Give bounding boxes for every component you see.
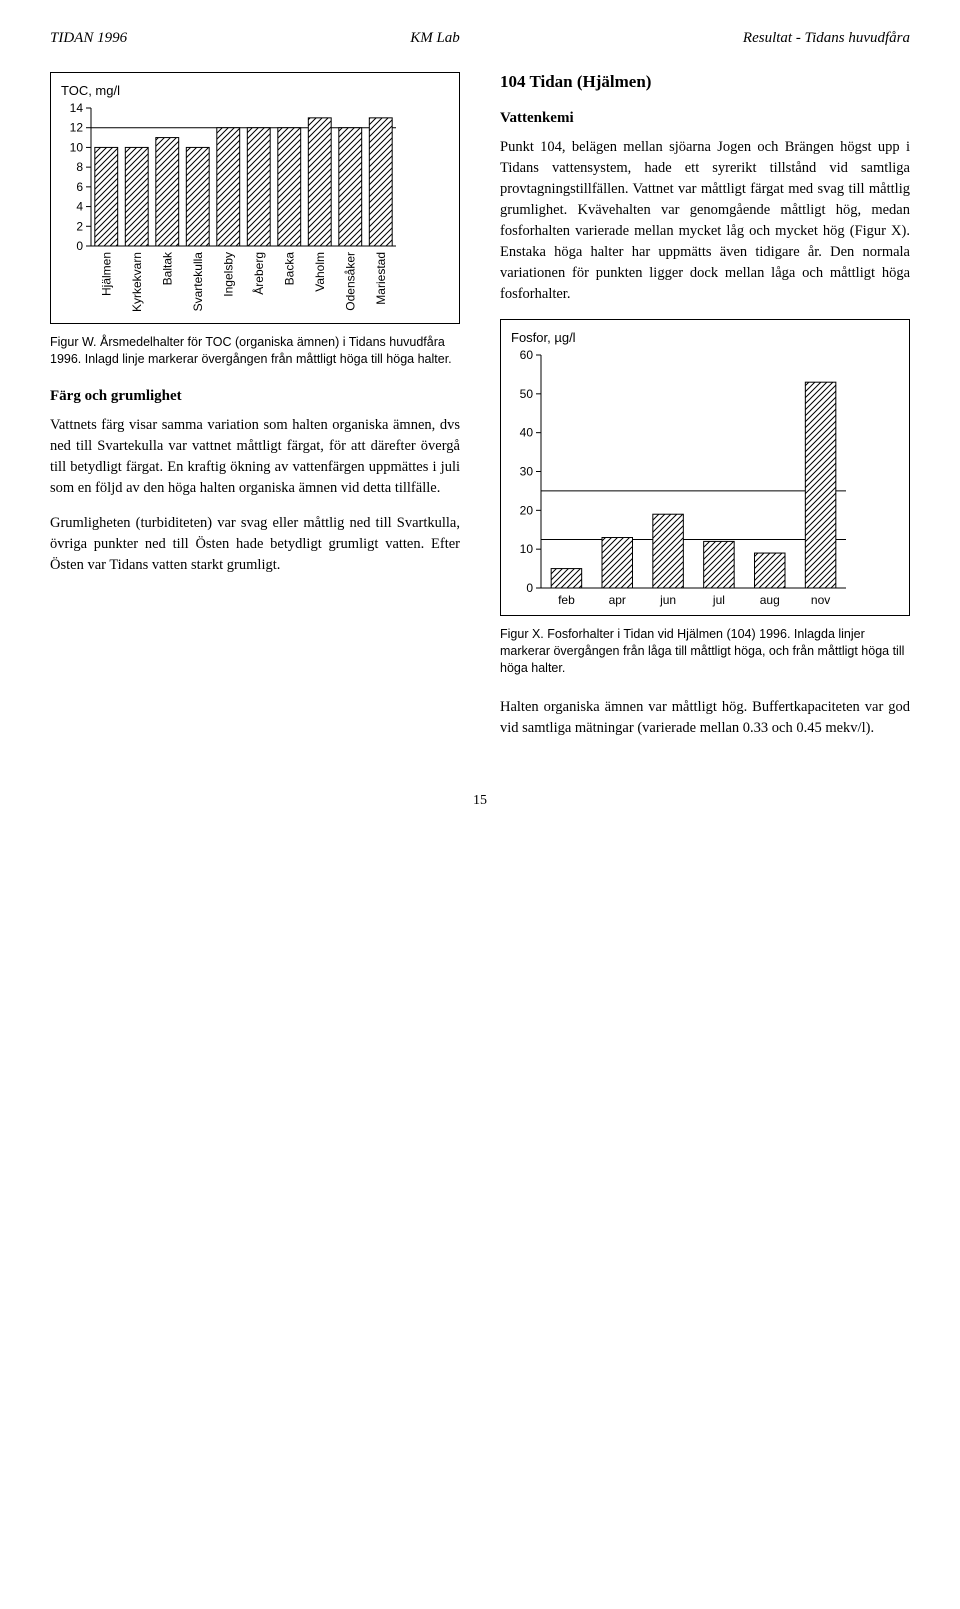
svg-text:12: 12 [70, 121, 84, 135]
svg-text:40: 40 [520, 426, 534, 440]
svg-text:0: 0 [526, 581, 533, 595]
svg-text:nov: nov [811, 593, 830, 607]
svg-text:Svartekulla: Svartekulla [191, 252, 205, 312]
svg-text:4: 4 [76, 200, 83, 214]
page-number: 15 [50, 793, 910, 809]
svg-text:20: 20 [520, 503, 534, 517]
svg-text:Kyrkekvarn: Kyrkekvarn [130, 252, 144, 312]
svg-text:jul: jul [712, 593, 725, 607]
heading-farg: Färg och grumlighet [50, 388, 460, 405]
svg-text:Ingelsby: Ingelsby [221, 252, 235, 297]
svg-text:Mariestad: Mariestad [374, 252, 388, 305]
svg-text:0: 0 [76, 239, 83, 253]
svg-text:feb: feb [558, 593, 575, 607]
svg-text:2: 2 [76, 219, 83, 233]
heading-104-tidan: 104 Tidan (Hjälmen) [500, 72, 910, 92]
chart-fosfor: 0 10 20 30 40 50 60 feb apr jun jul aug nov [511, 350, 851, 610]
svg-text:aug: aug [760, 593, 780, 607]
svg-text:8: 8 [76, 160, 83, 174]
page-header: TIDAN 1996 KM Lab Resultat - Tidans huvu… [50, 30, 910, 47]
caption-fosfor: Figur X. Fosforhalter i Tidan vid Hjälme… [500, 626, 910, 677]
svg-text:Backa: Backa [282, 252, 296, 286]
chart-toc: 0 2 4 6 8 10 12 14 Hjälmen Kyrkekvarn Baltak Svarte… [61, 103, 401, 318]
svg-text:Odensåker: Odensåker [343, 252, 357, 311]
svg-text:apr: apr [609, 593, 626, 607]
chart-toc-title: TOC, mg/l [61, 83, 449, 98]
svg-text:6: 6 [76, 180, 83, 194]
svg-text:Hjälmen: Hjälmen [99, 252, 113, 296]
svg-text:50: 50 [520, 387, 534, 401]
svg-text:Vaholm: Vaholm [313, 252, 327, 292]
chart-fosfor-title: Fosfor, µg/l [511, 330, 899, 345]
heading-vattenkemi: Vattenkemi [500, 110, 910, 127]
caption-toc: Figur W. Årsmedelhalter för TOC (organis… [50, 334, 460, 368]
header-right: Resultat - Tidans huvudfåra [743, 30, 910, 47]
svg-text:10: 10 [70, 140, 84, 154]
chart-toc-box: TOC, mg/l 0 2 4 6 8 10 12 14 Hjälmen Kyrkekvarn Ba… [50, 72, 460, 324]
svg-text:jun: jun [659, 593, 676, 607]
para-vattenkemi-2: Halten organiska ämnen var måttligt hög.… [500, 697, 910, 739]
svg-text:30: 30 [520, 465, 534, 479]
svg-text:10: 10 [520, 542, 534, 556]
header-center: KM Lab [410, 30, 460, 47]
para-farg-1: Vattnets färg visar samma variation som … [50, 415, 460, 499]
svg-text:60: 60 [520, 350, 534, 362]
para-vattenkemi-1: Punkt 104, belägen mellan sjöarna Jogen … [500, 137, 910, 305]
header-left: TIDAN 1996 [50, 30, 127, 47]
chart-fosfor-box: Fosfor, µg/l 0 10 20 30 40 50 60 feb apr jun jul au… [500, 319, 910, 616]
svg-text:Baltak: Baltak [160, 251, 174, 285]
svg-text:Åreberg: Åreberg [251, 252, 266, 295]
svg-text:14: 14 [70, 103, 84, 115]
para-farg-2: Grumligheten (turbiditeten) var svag ell… [50, 513, 460, 576]
